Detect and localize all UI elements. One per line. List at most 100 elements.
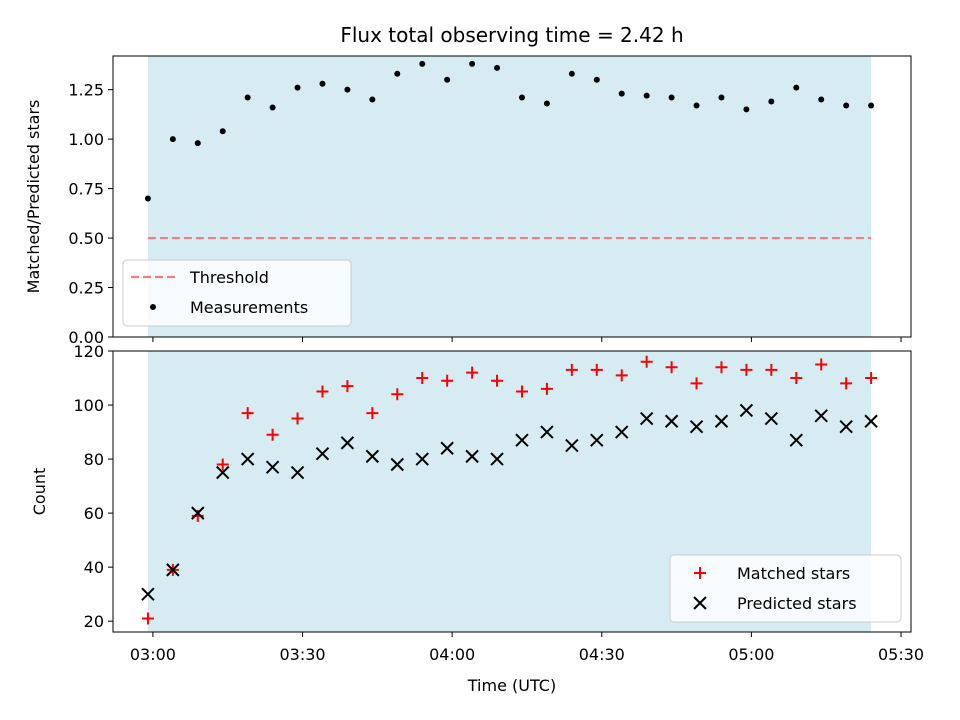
measurement-point [469, 60, 476, 67]
y-tick-label: 80 [84, 450, 104, 469]
measurement-point [743, 106, 750, 113]
matched-star-point [640, 355, 653, 368]
matched-star-point [266, 428, 279, 441]
measurement-point [244, 94, 251, 101]
axes-frame [112, 350, 912, 633]
measurement-point [194, 140, 201, 147]
matched-star-point [316, 385, 329, 398]
measurement-point [693, 102, 700, 109]
predicted-star-point [814, 409, 828, 423]
y-tick-label: 40 [84, 558, 104, 577]
x-tick-label: 03:00 [130, 645, 176, 664]
predicted-star-point [639, 411, 654, 426]
figure-title: Flux total observing time = 2.42 h [340, 23, 683, 47]
legend-predicted-swatch [693, 596, 707, 610]
legend-predicted-label: Predicted stars [737, 594, 857, 613]
matched-star-point [840, 377, 853, 390]
measurement-point [818, 96, 825, 103]
predicted-star-point [390, 457, 404, 472]
predicted-star-point [365, 449, 380, 464]
measurement-point [494, 64, 501, 71]
measurement-point [718, 94, 725, 101]
measurement-point [444, 76, 451, 83]
matched-star-point [141, 612, 154, 625]
matched-star-point [391, 388, 404, 401]
legend-measurement-label: Measurements [190, 298, 308, 317]
y-tick-label: 0.00 [68, 328, 104, 347]
measurement-point [294, 84, 301, 91]
matched-star-point [241, 407, 254, 420]
measurement-point [144, 195, 151, 202]
measurement-point [643, 92, 650, 99]
measurement-point [768, 98, 775, 105]
x-tick-label: 05:30 [878, 645, 924, 664]
predicted-star-point [864, 414, 878, 428]
matched-star-point [815, 358, 828, 371]
matched-star-point [590, 363, 603, 376]
predicted-star-point [565, 438, 579, 453]
measurement-point [618, 90, 625, 97]
matched-star-point [341, 380, 354, 393]
x-tick-label: 05:00 [728, 645, 774, 664]
legend-matched-label: Matched stars [737, 564, 850, 583]
matched-star-point [765, 363, 778, 376]
predicted-star-point [265, 460, 280, 474]
measurement-point [219, 128, 226, 135]
measurement-point [344, 86, 351, 93]
x-tick-label: 04:00 [429, 645, 475, 664]
matched-star-point [466, 366, 479, 379]
y-axis-label: Matched/Predicted stars [24, 100, 43, 294]
predicted-star-point [166, 563, 180, 577]
matched-star-point [690, 377, 703, 390]
measurement-point [843, 102, 850, 109]
legend-box [669, 554, 902, 623]
measurement-point [793, 84, 800, 91]
matched-star-point [291, 412, 304, 425]
predicted-star-point [515, 433, 529, 447]
axes-frame [112, 55, 912, 338]
y-tick-label: 60 [84, 504, 104, 523]
matched-star-point [491, 374, 504, 387]
predicted-star-point [839, 419, 853, 434]
predicted-star-point [141, 587, 155, 601]
x-axis-label: Time (UTC) [467, 676, 556, 695]
x-tick-label: 04:30 [579, 645, 625, 664]
y-tick-label: 1.25 [68, 81, 104, 100]
predicted-star-point [440, 441, 454, 455]
legend-box [122, 259, 352, 327]
y-tick-label: 0.75 [68, 180, 104, 199]
matched-star-point [665, 361, 678, 374]
matched-star-point [565, 363, 578, 376]
x-tick-label: 03:30 [279, 645, 325, 664]
y-axis-label: Count [30, 468, 49, 516]
matched-star-point [416, 372, 429, 385]
predicted-star-point [789, 433, 803, 447]
predicted-star-point [191, 506, 205, 520]
matched-star-point [790, 372, 803, 385]
legend: Matched stars Predicted stars [669, 554, 902, 623]
ratio-panel: 0.00 0.25 0.50 0.75 1.00 1.25 Matched/Predicte… [24, 55, 912, 347]
measurement-point [518, 94, 525, 101]
predicted-star-point [664, 414, 679, 428]
y-tick-label: 1.00 [68, 130, 104, 149]
matched-star-point [615, 369, 628, 382]
predicted-star-point [290, 465, 305, 480]
y-tick-label: 120 [73, 342, 104, 361]
matched-star-point [865, 372, 878, 385]
measurement-point [419, 60, 426, 67]
predicted-star-point [615, 425, 629, 439]
predicted-star-point [415, 452, 429, 466]
y-tick-label: 0.25 [68, 279, 104, 298]
count-panel: 20 40 60 80 100 120 03:00 03:30 04:00 04:30 05:00 0… [30, 342, 924, 695]
y-tick-label: 100 [73, 396, 104, 415]
predicted-star-point [490, 452, 504, 466]
matched-star-point [216, 458, 229, 471]
measurement-point [568, 70, 575, 77]
predicted-star-point [540, 425, 554, 439]
legend-measurement-swatch [150, 304, 156, 310]
legend-threshold-label: Threshold [189, 268, 269, 287]
predicted-star-point [714, 414, 729, 428]
measurement-point [668, 94, 675, 101]
matched-star-point [366, 407, 379, 420]
